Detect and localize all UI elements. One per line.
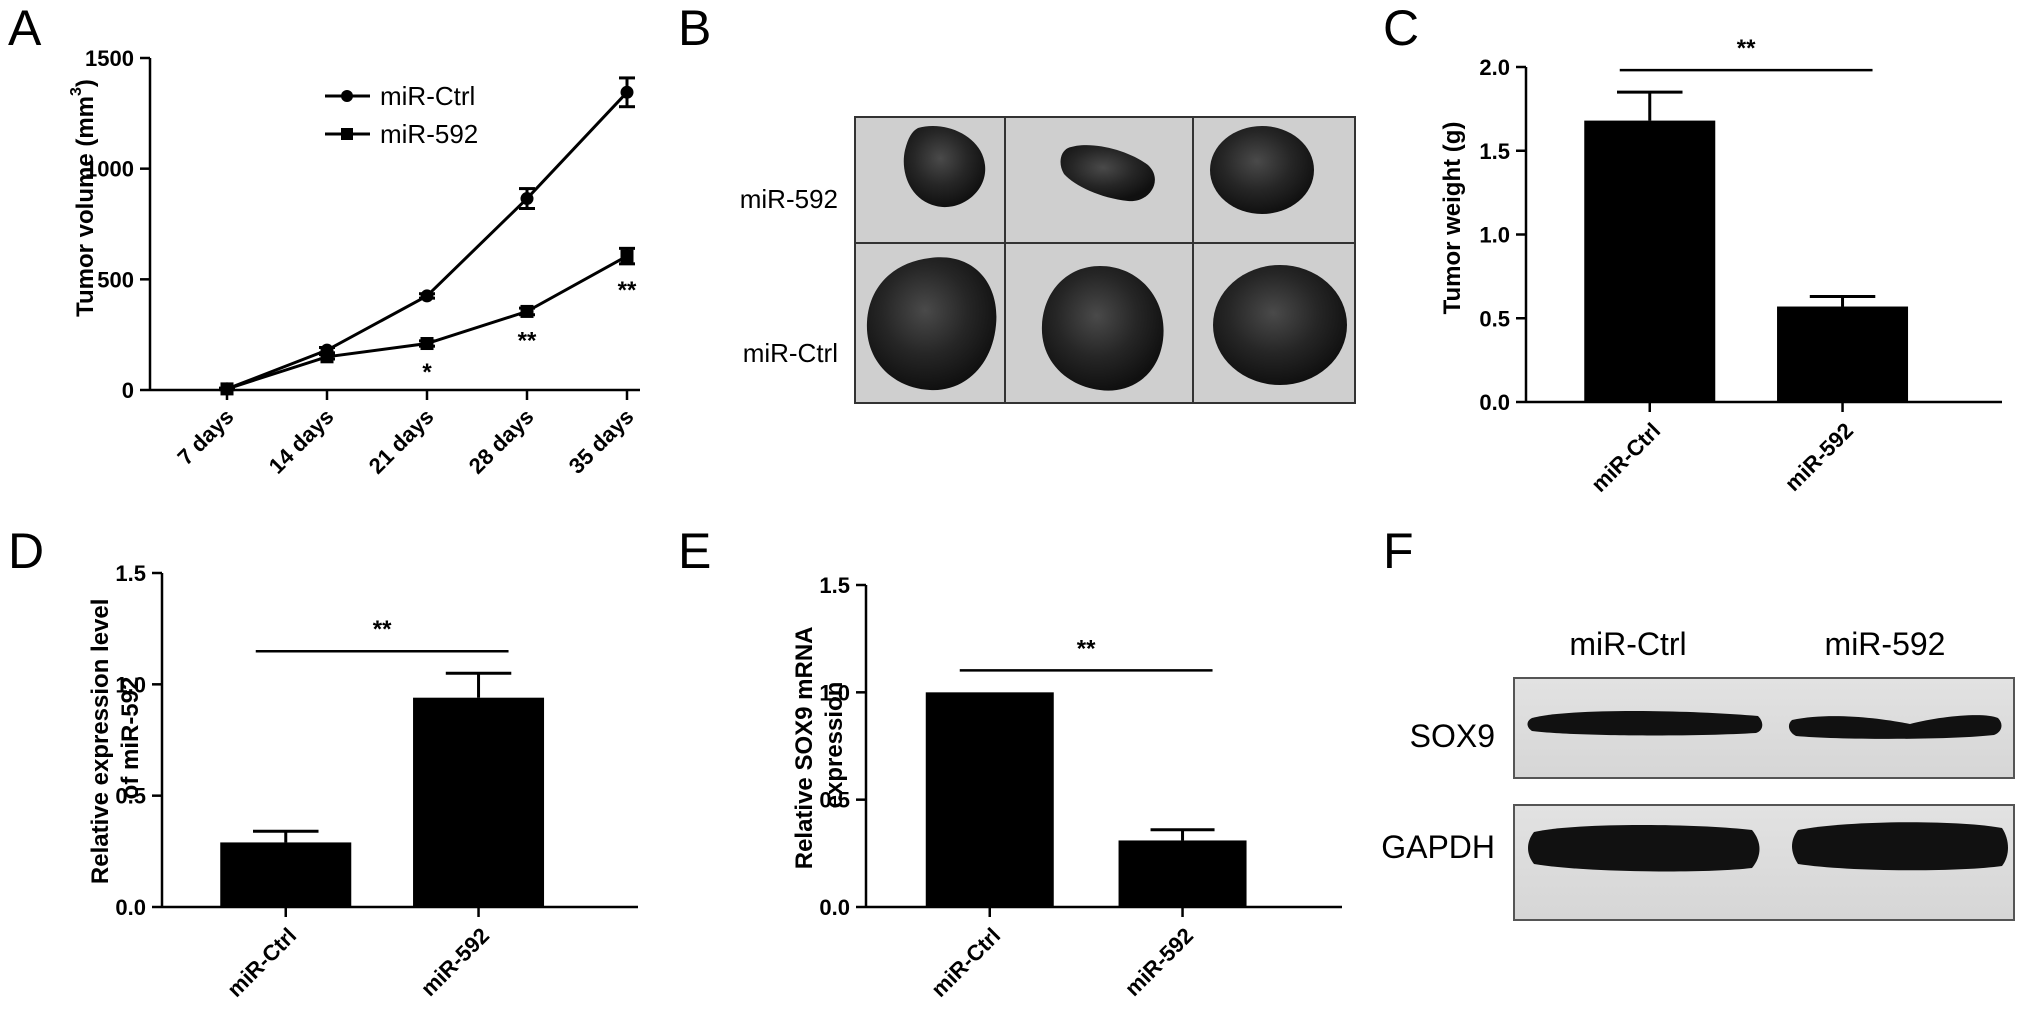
chart-d-ylabel: Relative expression level of miR-592	[87, 592, 144, 884]
chart-c-ytick-label: 1.5	[1479, 139, 1510, 164]
bar-mir-ctrl	[220, 842, 352, 907]
bar-mir-592	[1118, 840, 1247, 907]
data-point-square	[320, 350, 334, 364]
tumor-mir-ctrl-3	[1213, 265, 1347, 385]
photo-row-label-mir-592: miR-592	[740, 184, 838, 214]
chart-d-xtick-label: miR-592	[416, 923, 494, 1001]
chart-a-ytick-label: 1500	[85, 46, 134, 71]
data-point-square	[620, 249, 634, 263]
chart-a-xtick-label: 14 days	[264, 404, 339, 479]
blot-sox9-band-mir-ctrl	[1527, 711, 1763, 736]
significance-marker: **	[1737, 35, 1756, 62]
chart-d-ytick-label: 1.5	[115, 561, 146, 586]
blot-gapdh-band-mir-ctrl	[1528, 825, 1760, 872]
significance-marker: *	[422, 359, 432, 386]
chart-e-ytick-label: 1.5	[819, 573, 850, 598]
significance-marker: **	[518, 328, 537, 355]
chart-d-xtick-label: miR-Ctrl	[222, 923, 301, 1002]
bar-mir-592	[413, 697, 545, 907]
blot-row-label-gapdh: GAPDH	[1381, 829, 1495, 865]
chart-e-ytick-label: 1.0	[819, 680, 850, 705]
significance-marker: **	[373, 616, 392, 643]
chart-a-ytick-label: 0	[122, 378, 134, 403]
data-point-square	[220, 382, 234, 396]
chart-c-ytick-label: 0.5	[1479, 306, 1510, 331]
chart-c-ytick-label: 2.0	[1479, 55, 1510, 80]
blot-sox9-band-mir-592	[1788, 715, 2002, 739]
sox9-mrna-bar-chart: Relative SOX9 mRNA expression 0.0 0.5 1.0 1…	[791, 573, 1342, 1002]
chart-a-ytick-label: 1000	[85, 157, 134, 182]
chart-e-ylabel-line2: expression	[821, 682, 848, 809]
panel-letter-e: E	[678, 523, 711, 579]
chart-d-ytick-label: 1.0	[115, 672, 146, 697]
blot-column-label-mir-592: miR-592	[1825, 626, 1946, 662]
chart-d-ylabel-line1: Relative expression level	[87, 599, 114, 885]
mir-592-expression-bar-chart: Relative expression level of miR-592 0.0…	[87, 561, 638, 1002]
chart-a-xtick-label: 35 days	[564, 404, 639, 479]
legend-label-mir-592: miR-592	[380, 119, 478, 149]
chart-d-ylabel-line2: of miR-592	[117, 677, 144, 800]
panel-letter-f: F	[1383, 523, 1414, 579]
tumor-volume-line-chart: Tumor volume (mm3) miR-Ctrl miR-592 0 500…	[68, 46, 640, 479]
bar-mir-592	[1777, 306, 1909, 402]
chart-a-ytick-label: 500	[97, 267, 134, 292]
bar-mir-ctrl	[1584, 120, 1716, 402]
legend-item-mir-592: miR-592	[325, 119, 478, 149]
chart-c-ylabel: Tumor weight (g)	[1439, 122, 1466, 315]
bar-mir-ctrl	[925, 692, 1054, 907]
legend-item-mir-ctrl: miR-Ctrl	[325, 81, 475, 111]
chart-e-ylabel: Relative SOX9 mRNA expression	[791, 621, 848, 870]
blot-column-label-mir-ctrl: miR-Ctrl	[1569, 626, 1686, 662]
chart-d-ytick-label: 0.0	[115, 895, 146, 920]
chart-c-xtick-label: miR-592	[1780, 418, 1858, 496]
tumor-mir-ctrl-1	[866, 257, 997, 391]
panel-letter-a: A	[8, 0, 42, 56]
tumor-mir-592-1	[903, 125, 986, 208]
data-point-circle	[520, 192, 534, 206]
chart-a-xtick-label: 7 days	[172, 404, 238, 470]
legend-label-mir-ctrl: miR-Ctrl	[380, 81, 475, 111]
significance-marker: **	[618, 277, 637, 304]
chart-a-xtick-label: 21 days	[364, 404, 439, 479]
blot-row-label-sox9: SOX9	[1410, 718, 1495, 754]
chart-c-xtick-label: miR-Ctrl	[1586, 418, 1665, 497]
panel-letter-b: B	[678, 0, 711, 56]
tumor-photograph: miR-592 miR-Ctrl	[740, 116, 1356, 404]
western-blot: miR-Ctrl miR-592 SOX9 GAPDH	[1381, 626, 2015, 921]
data-point-square	[420, 337, 434, 351]
photo-row-label-mir-ctrl: miR-Ctrl	[743, 338, 838, 368]
chart-e-xtick-label: miR-592	[1120, 923, 1198, 1001]
tumor-mir-592-3	[1210, 126, 1314, 214]
chart-a-xtick-label: 28 days	[464, 404, 539, 479]
data-point-circle	[620, 85, 634, 99]
blot-gapdh-band-mir-592	[1792, 822, 2008, 871]
chart-e-ytick-label: 0.5	[819, 788, 850, 813]
chart-c-ytick-label: 1.0	[1479, 223, 1510, 248]
data-point-square	[520, 304, 534, 318]
chart-a-legend: miR-Ctrl miR-592	[325, 81, 478, 149]
chart-a-ylabel: Tumor volume (mm3)	[68, 79, 99, 317]
tumor-mir-ctrl-2	[1041, 266, 1164, 391]
chart-c-ytick-label: 0.0	[1479, 390, 1510, 415]
tumor-weight-bar-chart: Tumor weight (g) 0.0 0.5 1.0 1.5 2.0 miR-Ctrl…	[1439, 35, 2002, 497]
panel-letter-d: D	[8, 523, 44, 579]
panel-letter-c: C	[1383, 0, 1419, 56]
chart-e-ytick-label: 0.0	[819, 895, 850, 920]
tumor-mir-592-2	[1060, 145, 1155, 202]
significance-marker: **	[1077, 635, 1096, 662]
chart-e-xtick-label: miR-Ctrl	[926, 923, 1005, 1002]
data-point-circle	[420, 289, 434, 303]
chart-d-ytick-label: 0.5	[115, 784, 146, 809]
chart-e-ylabel-line1: Relative SOX9 mRNA	[791, 627, 818, 869]
